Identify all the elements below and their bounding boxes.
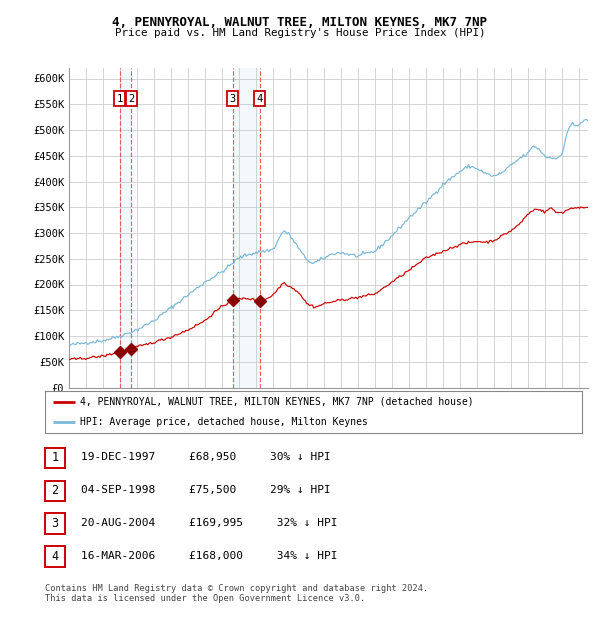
Text: 1: 1 — [52, 451, 58, 464]
Text: 2: 2 — [52, 484, 58, 497]
Text: 4: 4 — [257, 94, 263, 104]
Bar — [233, 68, 260, 388]
Text: 04-SEP-1998     £75,500     29% ↓ HPI: 04-SEP-1998 £75,500 29% ↓ HPI — [81, 485, 331, 495]
Text: 4, PENNYROYAL, WALNUT TREE, MILTON KEYNES, MK7 7NP: 4, PENNYROYAL, WALNUT TREE, MILTON KEYNE… — [113, 16, 487, 29]
Text: 3: 3 — [52, 517, 58, 530]
Text: 16-MAR-2006     £168,000     34% ↓ HPI: 16-MAR-2006 £168,000 34% ↓ HPI — [81, 551, 337, 560]
Text: 1: 1 — [116, 94, 122, 104]
Text: Price paid vs. HM Land Registry's House Price Index (HPI): Price paid vs. HM Land Registry's House … — [115, 28, 485, 38]
Bar — [119, 68, 131, 388]
Text: HPI: Average price, detached house, Milton Keynes: HPI: Average price, detached house, Milt… — [80, 417, 368, 427]
Text: 2: 2 — [128, 94, 134, 104]
Text: 19-DEC-1997     £68,950     30% ↓ HPI: 19-DEC-1997 £68,950 30% ↓ HPI — [81, 452, 331, 462]
Text: Contains HM Land Registry data © Crown copyright and database right 2024.
This d: Contains HM Land Registry data © Crown c… — [45, 584, 428, 603]
Text: 3: 3 — [230, 94, 236, 104]
Text: 4, PENNYROYAL, WALNUT TREE, MILTON KEYNES, MK7 7NP (detached house): 4, PENNYROYAL, WALNUT TREE, MILTON KEYNE… — [80, 397, 473, 407]
Text: 20-AUG-2004     £169,995     32% ↓ HPI: 20-AUG-2004 £169,995 32% ↓ HPI — [81, 518, 337, 528]
Text: 4: 4 — [52, 550, 58, 563]
